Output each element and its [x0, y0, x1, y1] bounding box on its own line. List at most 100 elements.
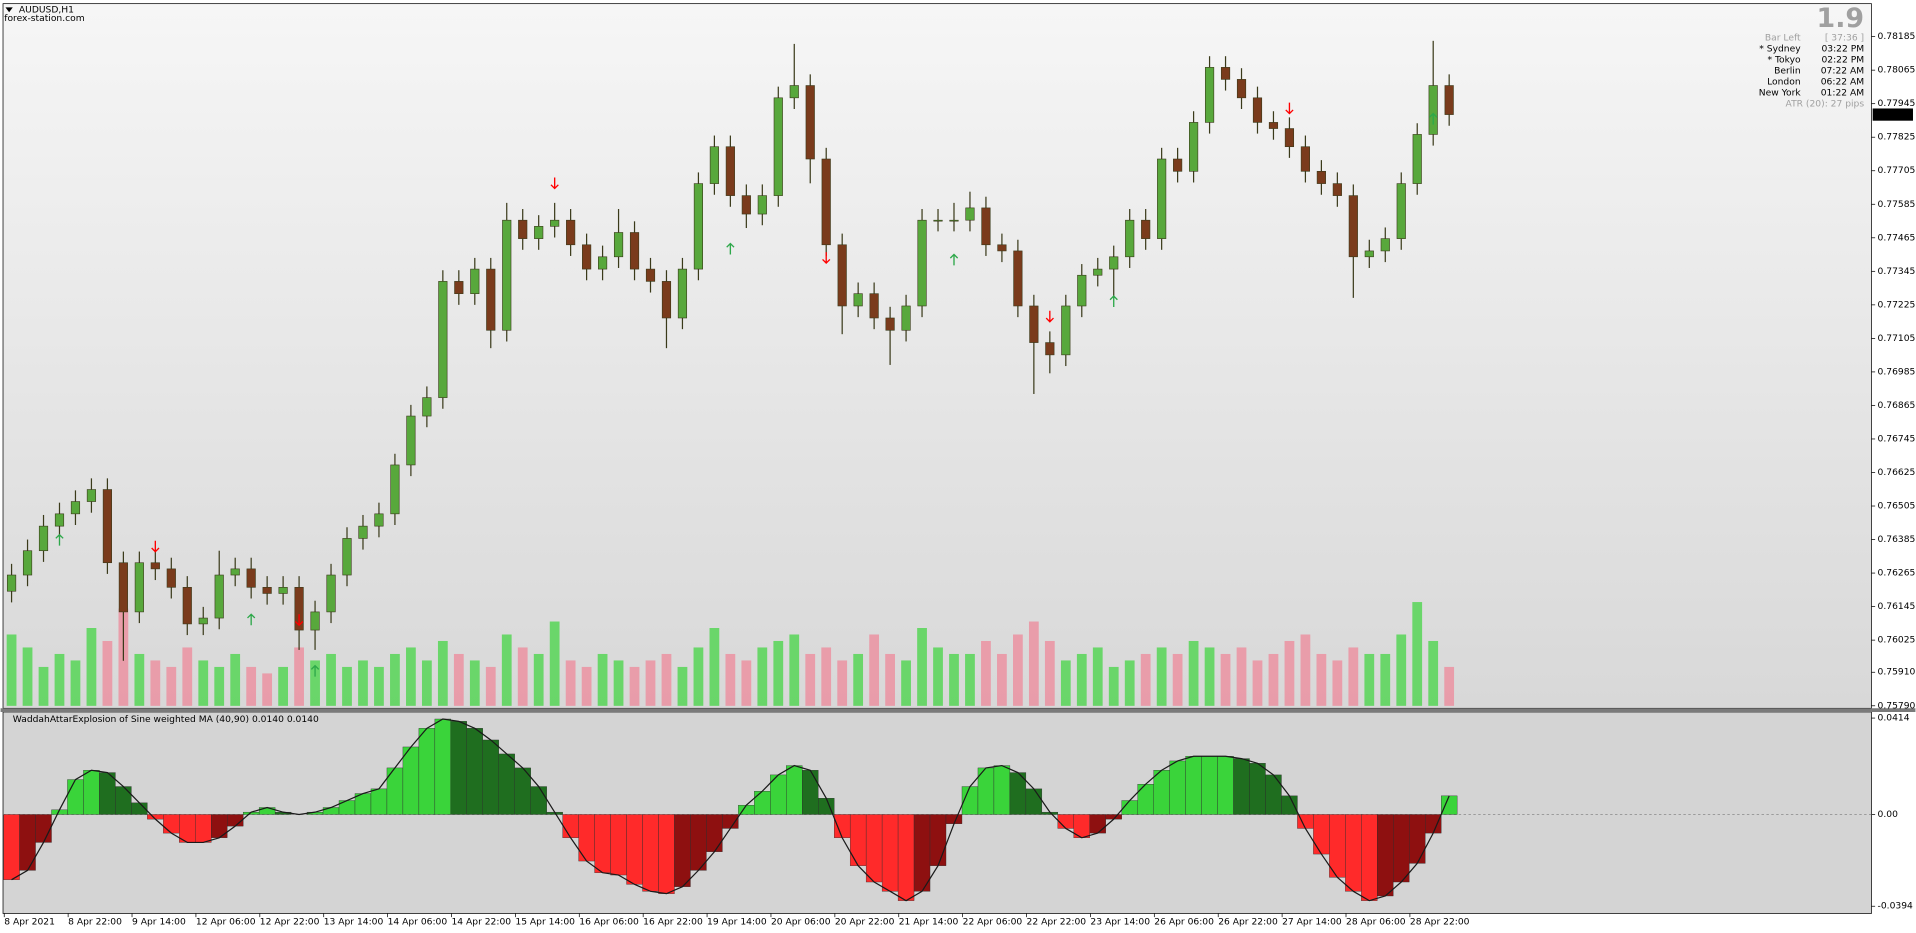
histogram-bar [626, 814, 643, 885]
candle-body [645, 268, 656, 282]
volume-bar [565, 660, 576, 706]
histogram-outline [11, 718, 1450, 902]
x-tick-label: 14 Apr 06:00 [388, 918, 448, 928]
candle-body [1364, 250, 1374, 258]
candle-body [230, 568, 240, 576]
histogram-bar [19, 814, 36, 871]
candle-body [22, 550, 33, 576]
candle-body [1141, 219, 1151, 239]
source-label: forex-station.com [4, 14, 85, 24]
candle-body [278, 587, 288, 594]
histogram-bar [354, 793, 372, 815]
candle-body [981, 207, 991, 246]
y-tick-label: 0.76985 [1878, 367, 1916, 377]
candle-body [997, 244, 1007, 252]
histogram-bar [1233, 758, 1250, 815]
volume-bar [1028, 621, 1039, 706]
version-label: 1.9 [1817, 3, 1865, 34]
histogram-bar [1361, 814, 1378, 901]
candle-body [54, 513, 65, 527]
candle-body [550, 219, 560, 227]
candle-body [1300, 146, 1310, 172]
candle-body [917, 219, 927, 307]
volume-bar [1188, 640, 1199, 706]
histogram-bar [1089, 814, 1106, 834]
sell-arrow [550, 177, 559, 190]
y-tick-label: 0.76265 [1878, 569, 1916, 579]
candle-body [70, 501, 81, 515]
volume-bar [310, 660, 320, 706]
histogram-bar [1329, 814, 1346, 878]
volume-bar [1444, 666, 1455, 706]
candle-body [182, 587, 192, 625]
volume-bar [933, 647, 943, 706]
volume-bar [549, 621, 560, 706]
histogram-bar [786, 765, 803, 815]
histogram-bar [865, 814, 883, 883]
x-tick-label: 21 Apr 14:00 [899, 918, 959, 928]
candle-body [118, 562, 128, 613]
y-tick-label: 0.77945 [1878, 99, 1916, 109]
candle-body [1109, 256, 1119, 270]
volume-bar [1140, 653, 1151, 706]
volume-bar [214, 666, 225, 706]
histogram-bar [1377, 814, 1394, 897]
candle-body [1220, 67, 1231, 80]
y-tick-label: 0.77345 [1878, 267, 1916, 277]
histogram-bar [1057, 814, 1074, 829]
x-tick-label: 26 Apr 22:00 [1218, 918, 1278, 928]
histogram-bar [530, 786, 547, 815]
volume-bar [757, 647, 768, 706]
volume-bar [1364, 653, 1375, 706]
candle-body [1316, 170, 1326, 184]
volume-bar [102, 640, 113, 706]
candle-body [1157, 158, 1167, 239]
candle-body [326, 574, 336, 613]
histogram-bar [402, 746, 420, 815]
histogram-bar [610, 814, 627, 876]
volume-bar [869, 634, 880, 706]
volume-bar [390, 653, 400, 706]
volume-bar [741, 660, 752, 706]
candle-body [933, 219, 943, 222]
sell-arrow [151, 540, 160, 553]
last-price-box [1872, 108, 1913, 121]
histogram-bar [1345, 814, 1362, 892]
volume-bar [1396, 634, 1407, 706]
volume-bar [1076, 653, 1087, 706]
histogram-bar [1265, 774, 1282, 815]
volume-bar [773, 640, 784, 706]
volume-bar [326, 653, 336, 706]
histogram-bar [466, 728, 483, 815]
volume-bar [1172, 653, 1183, 706]
candle-body [1045, 342, 1055, 356]
histogram-bar [594, 814, 611, 873]
x-tick-label: 12 Apr 22:00 [260, 918, 320, 928]
candle-body [661, 281, 672, 319]
histogram-bar [99, 772, 116, 815]
candle-body [853, 293, 863, 307]
x-tick-label: 28 Apr 06:00 [1346, 918, 1406, 928]
histogram-bar [1025, 788, 1043, 815]
y-tick-label: 0.77825 [1878, 133, 1916, 143]
histogram-bar [642, 814, 659, 892]
volume-bar [709, 628, 720, 706]
volume-bar [853, 653, 864, 706]
x-tick-label: 14 Apr 22:00 [451, 918, 511, 928]
candle-body [885, 317, 895, 331]
histogram-bar [897, 814, 915, 901]
symbol-menu-icon[interactable] [5, 7, 13, 13]
candle-body [214, 574, 224, 619]
volume-bar [230, 653, 241, 706]
histogram-bar [1201, 756, 1218, 815]
candle-body [134, 562, 144, 613]
volume-bar [1268, 653, 1279, 706]
y-tick-label: 0.76505 [1878, 502, 1916, 512]
y-tick-label: 0.75790 [1878, 701, 1916, 711]
candle-body [1268, 122, 1279, 129]
sell-arrow [294, 614, 304, 627]
volume-bar [358, 660, 368, 706]
candle-body [262, 587, 272, 594]
candle-body [1332, 183, 1342, 196]
candle-body [438, 281, 448, 398]
